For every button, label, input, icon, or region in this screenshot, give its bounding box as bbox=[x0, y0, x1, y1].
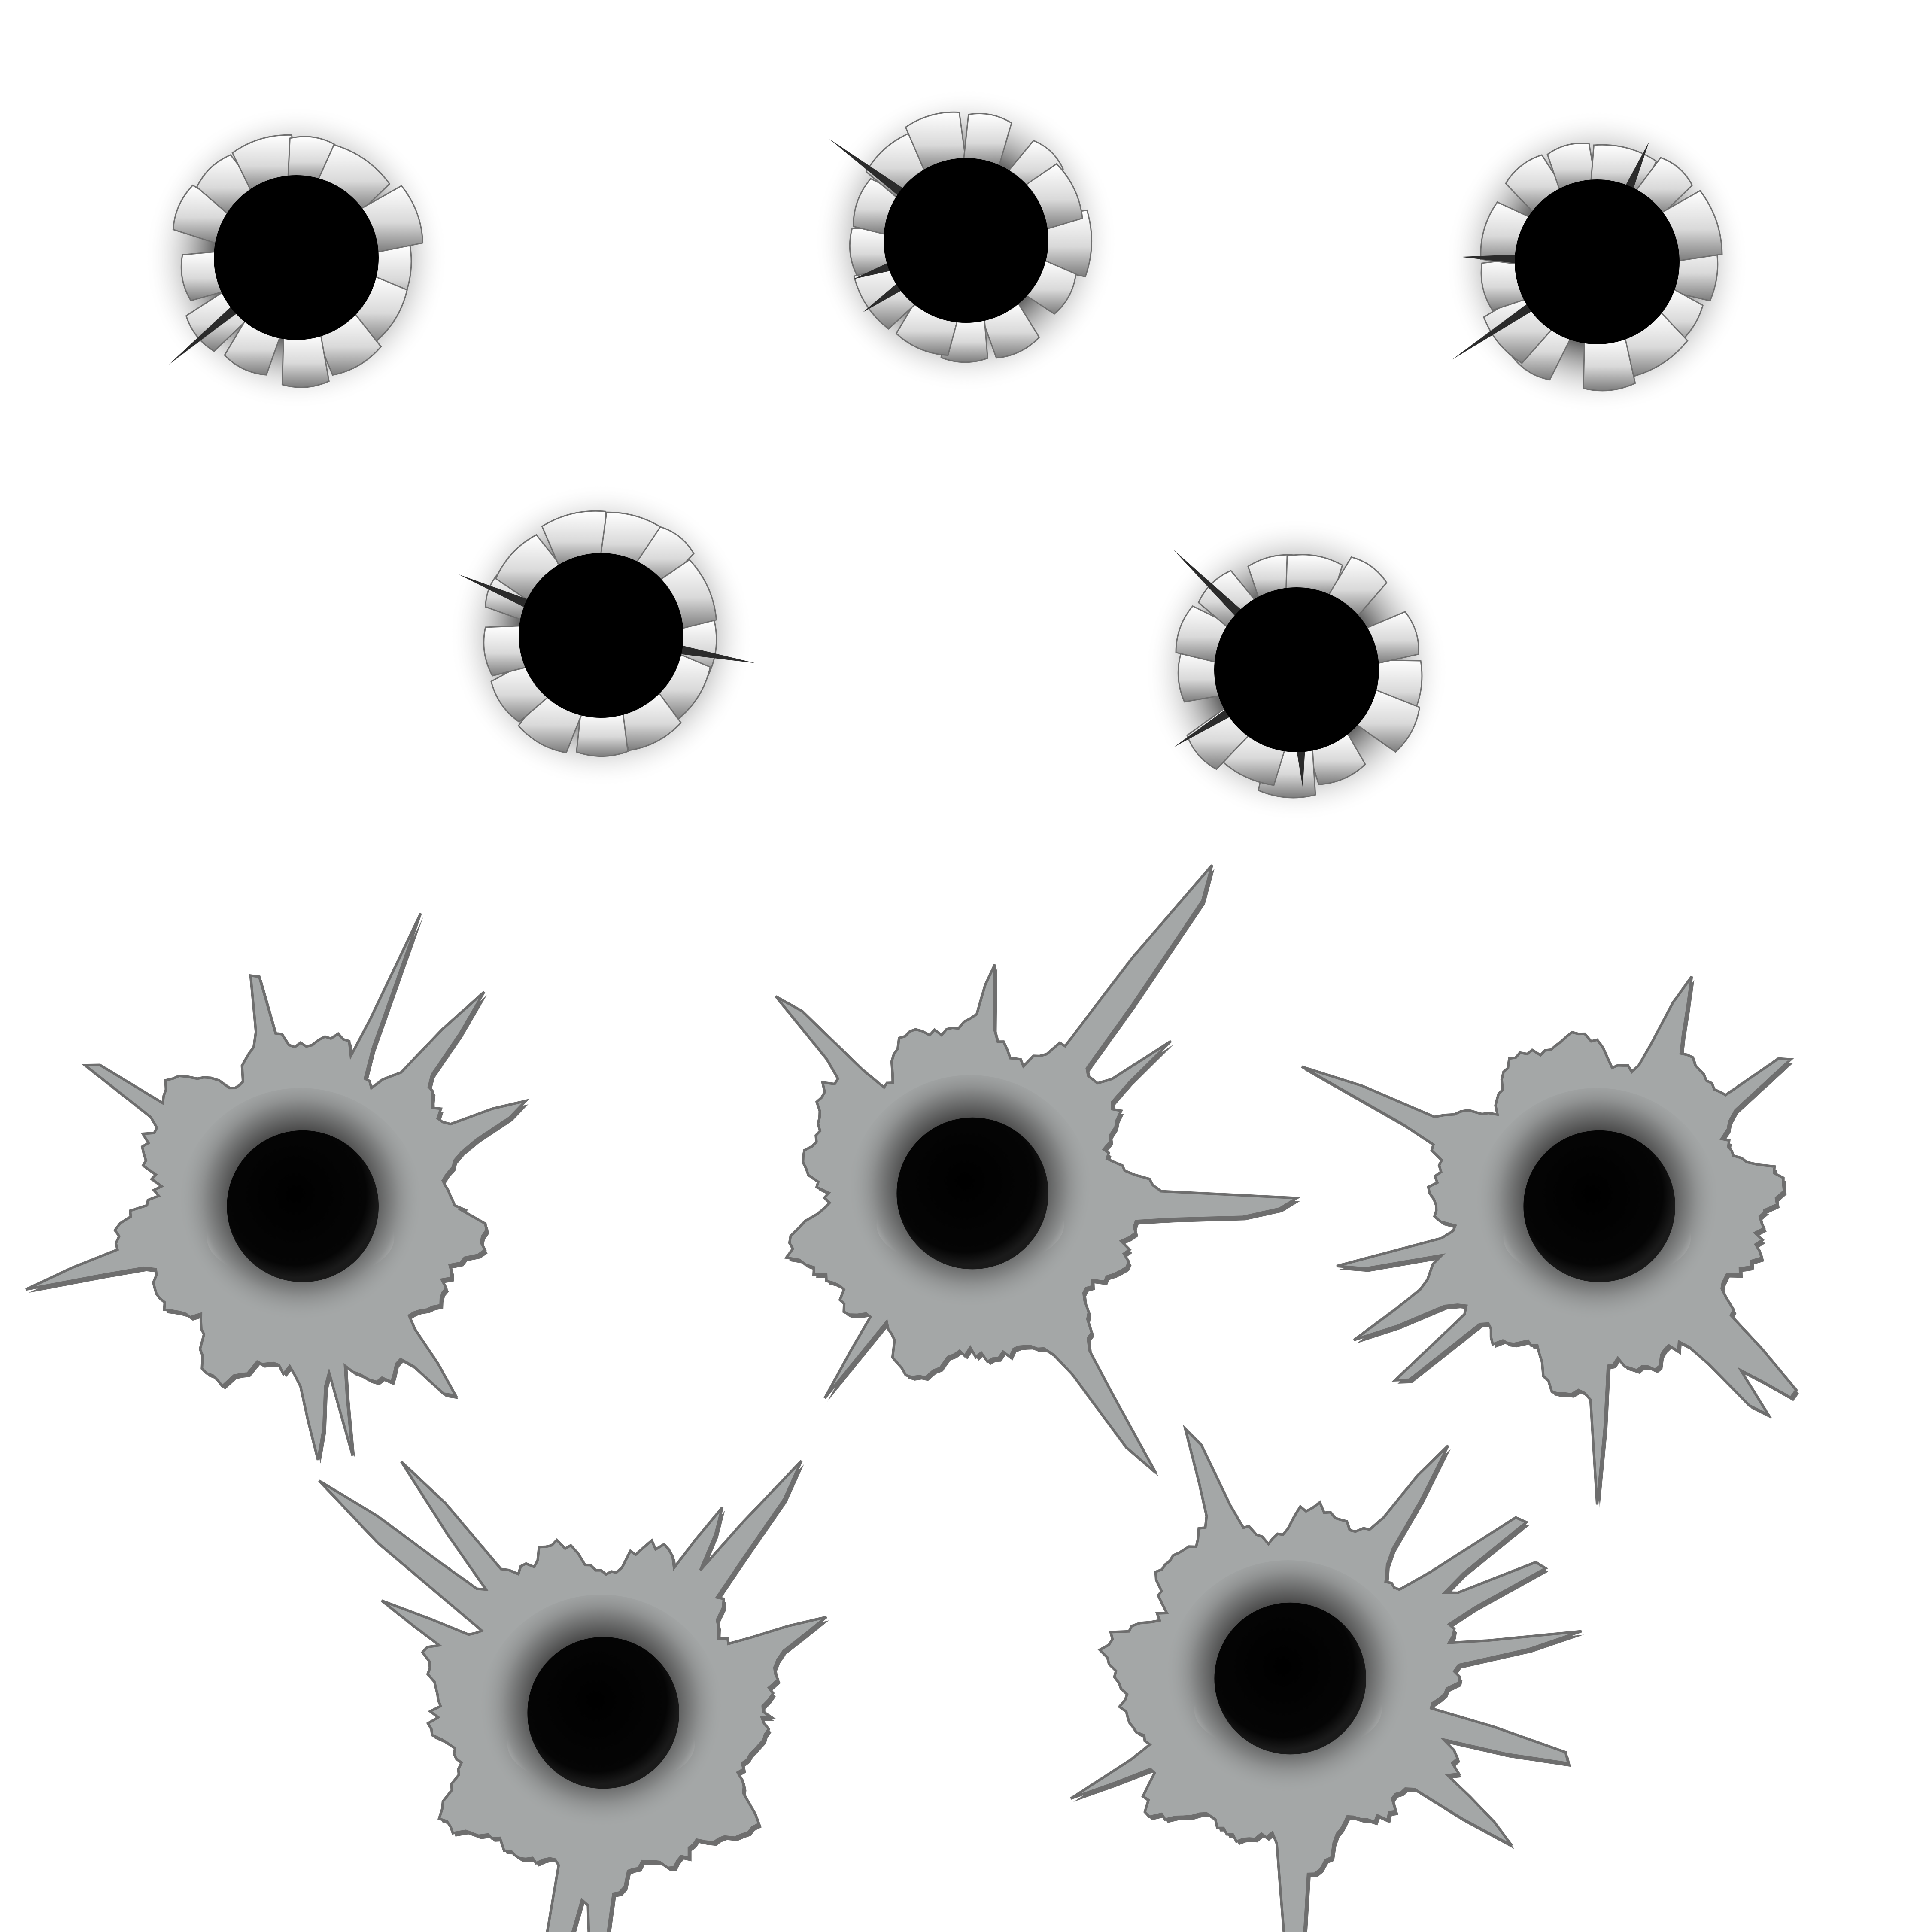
hole bbox=[884, 158, 1048, 323]
crack bbox=[1460, 254, 1520, 264]
crack bbox=[1296, 746, 1306, 788]
torn-paper-bullet-hole bbox=[449, 483, 756, 787]
hole bbox=[1523, 1130, 1675, 1282]
torn-paper-bullet-hole bbox=[144, 106, 448, 410]
crack bbox=[852, 261, 895, 279]
paper-curl bbox=[317, 144, 391, 213]
paper-curl bbox=[1480, 258, 1528, 311]
hole bbox=[896, 1117, 1048, 1270]
paper-curl bbox=[963, 113, 1012, 168]
hole bbox=[1214, 587, 1379, 752]
hole bbox=[214, 175, 379, 340]
hole bbox=[1515, 179, 1680, 344]
paper-curl bbox=[905, 111, 967, 173]
crack bbox=[676, 644, 756, 663]
crack bbox=[863, 280, 905, 313]
crack bbox=[829, 139, 907, 198]
paper-curl bbox=[1354, 688, 1421, 753]
paper-curl bbox=[281, 333, 330, 388]
hole bbox=[227, 1130, 379, 1282]
metal-bullet-hole bbox=[25, 913, 530, 1464]
torn-paper-bullet-hole bbox=[814, 88, 1118, 392]
hole bbox=[527, 1637, 679, 1789]
crack bbox=[1173, 549, 1245, 620]
crack bbox=[1173, 707, 1234, 747]
torn-paper-bullet-hole bbox=[1445, 110, 1749, 414]
paper-curl bbox=[1285, 554, 1343, 599]
paper-curl bbox=[541, 510, 609, 568]
paper-curl bbox=[1583, 336, 1636, 392]
hole bbox=[519, 553, 683, 718]
paper-curl bbox=[495, 534, 562, 602]
paper-curl bbox=[576, 711, 629, 757]
paper-curl bbox=[172, 184, 234, 245]
torn-paper-bullet-hole bbox=[1145, 518, 1449, 822]
holes-layer bbox=[25, 88, 1799, 1932]
metal-bullet-hole bbox=[1301, 975, 1799, 1508]
crack bbox=[168, 304, 240, 365]
paper-curl bbox=[483, 625, 529, 677]
crack bbox=[459, 574, 532, 610]
paper-curl bbox=[180, 251, 225, 301]
crack bbox=[1452, 301, 1536, 360]
paper-curl bbox=[849, 227, 892, 276]
paper-curl bbox=[1546, 143, 1597, 192]
hole bbox=[1214, 1602, 1366, 1755]
metal-bullet-hole bbox=[775, 864, 1302, 1476]
metal-bullet-hole bbox=[318, 1460, 829, 1932]
metal-bullet-hole bbox=[1070, 1424, 1584, 1932]
paper-curl bbox=[1364, 611, 1419, 665]
crack bbox=[1623, 141, 1649, 193]
